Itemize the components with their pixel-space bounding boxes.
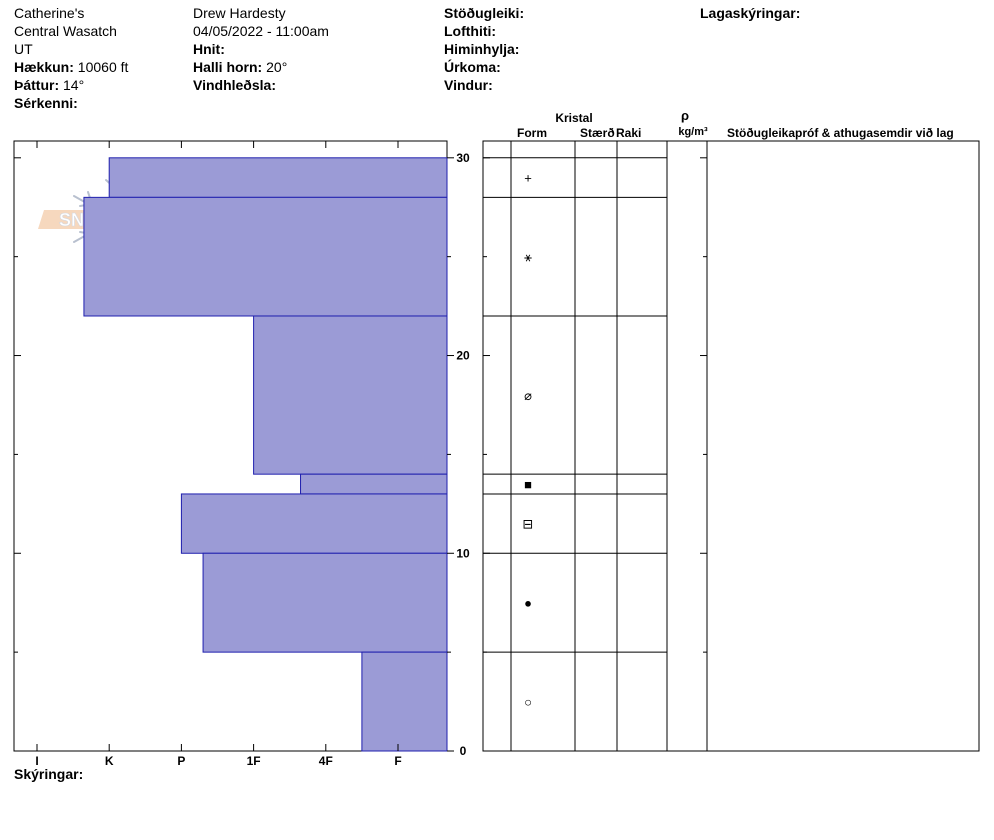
elevation-row: Hækkun: 10060 ft bbox=[14, 58, 128, 76]
layer-bar-4 bbox=[300, 473, 448, 495]
air-temp-label: Lofthiti: bbox=[444, 23, 497, 39]
col-crystal-header: Kristal bbox=[555, 111, 592, 125]
height-tick-label: 0 bbox=[460, 744, 467, 758]
aspect-value: 14° bbox=[63, 77, 85, 93]
grain-form-symbol-5: ⊟ bbox=[523, 517, 534, 532]
col-moisture-header: Raki bbox=[616, 126, 641, 140]
hardness-tick-label: 1F bbox=[247, 754, 261, 768]
grain-form-symbol-4: ■ bbox=[524, 477, 532, 492]
location-name: Catherine's bbox=[14, 5, 85, 21]
height-tick-label: 20 bbox=[456, 349, 470, 363]
precip-label: Úrkoma: bbox=[444, 59, 501, 75]
height-tick-label: 10 bbox=[456, 546, 470, 560]
col-size-header: Stærð bbox=[580, 126, 615, 140]
stability-label: Stöðugleiki: bbox=[444, 5, 525, 21]
grain-form-symbol-2: ⚹ bbox=[524, 250, 532, 265]
elevation-value: 10060 ft bbox=[77, 59, 129, 75]
layer-bar-1 bbox=[108, 157, 448, 198]
hardness-tick-label: K bbox=[105, 754, 114, 768]
grain-form-symbol-3: ⌀ bbox=[524, 388, 532, 403]
col-tests-header: Stöðugleikapróf & athugasemdir við lag bbox=[727, 126, 954, 140]
col-density-unit-header: kg/m³ bbox=[678, 126, 708, 138]
observer-name: Drew Hardesty bbox=[193, 5, 286, 21]
col-form-header: Form bbox=[517, 126, 547, 140]
slope-label: Halli horn: bbox=[193, 59, 263, 75]
aspect-label: Þáttur: bbox=[14, 77, 60, 93]
sky-label: Himinhylja: bbox=[444, 41, 520, 57]
grain-form-symbol-7: ○ bbox=[524, 695, 532, 710]
layer-bar-6 bbox=[202, 552, 448, 653]
layer-notes-label: Lagaskýringar: bbox=[700, 5, 801, 21]
elevation-label: Hækkun: bbox=[14, 59, 74, 75]
header-layer-notes: Lagaskýringar: bbox=[700, 4, 800, 22]
hardness-tick-label: 4F bbox=[319, 754, 333, 768]
height-tick-label: 30 bbox=[456, 151, 470, 165]
header-site-info: Catherine's Central Wasatch UT Hækkun: 1… bbox=[14, 4, 128, 112]
wind-loading-label: Vindhleðsla: bbox=[193, 77, 276, 93]
header-conditions: Stöðugleiki: Lofthiti: Himinhylja: Úrkom… bbox=[444, 4, 524, 94]
slope-value: 20° bbox=[266, 59, 288, 75]
legend-label: Skýringar: bbox=[14, 766, 84, 782]
hardness-tick-label: I bbox=[35, 754, 38, 768]
layer-bar-3 bbox=[253, 315, 448, 475]
slope-row: Halli horn: 20° bbox=[193, 58, 329, 76]
layer-bar-5 bbox=[180, 493, 448, 554]
hardness-tick-label: F bbox=[394, 754, 401, 768]
layer-table-frame bbox=[482, 140, 980, 752]
hardness-tick-label: P bbox=[177, 754, 185, 768]
grain-form-symbol-1: + bbox=[524, 171, 532, 186]
wind-label: Vindur: bbox=[444, 77, 493, 93]
grain-form-symbol-6: ● bbox=[524, 596, 532, 611]
layer-bar-7 bbox=[361, 651, 448, 752]
mountain-range: Central Wasatch bbox=[14, 23, 117, 39]
layer-bar-2 bbox=[83, 196, 448, 317]
specifics-label: Sérkenni: bbox=[14, 95, 78, 111]
coords-label: Hnit: bbox=[193, 41, 225, 57]
layer-table: Kristal Form Stærð Raki ρ kg/m³ Stöðugle… bbox=[482, 108, 980, 752]
col-rho-header: ρ bbox=[681, 108, 689, 123]
state: UT bbox=[14, 41, 33, 57]
aspect-row: Þáttur: 14° bbox=[14, 76, 128, 94]
header-observer-info: Drew Hardesty 04/05/2022 - 11:00am Hnit:… bbox=[193, 4, 329, 94]
observation-datetime: 04/05/2022 - 11:00am bbox=[193, 23, 329, 39]
